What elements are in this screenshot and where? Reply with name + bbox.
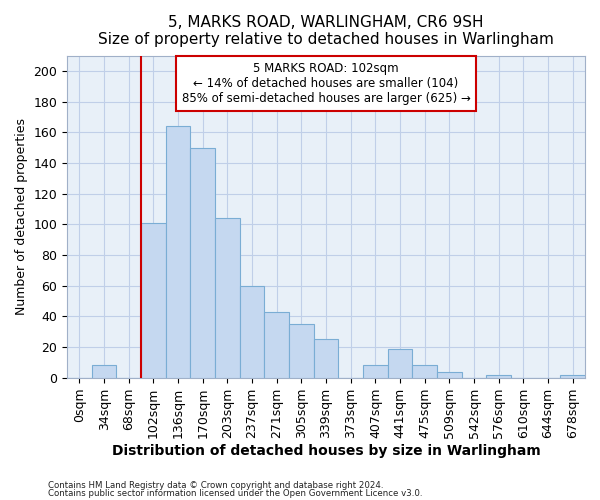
X-axis label: Distribution of detached houses by size in Warlingham: Distribution of detached houses by size … [112, 444, 541, 458]
Bar [388, 348, 412, 378]
Bar [412, 366, 437, 378]
Bar [265, 312, 289, 378]
Text: Contains HM Land Registry data © Crown copyright and database right 2024.: Contains HM Land Registry data © Crown c… [48, 480, 383, 490]
Bar [166, 126, 190, 378]
Bar [314, 340, 338, 378]
Bar [289, 324, 314, 378]
Title: 5, MARKS ROAD, WARLINGHAM, CR6 9SH
Size of property relative to detached houses : 5, MARKS ROAD, WARLINGHAM, CR6 9SH Size … [98, 15, 554, 48]
Text: Contains public sector information licensed under the Open Government Licence v3: Contains public sector information licen… [48, 490, 422, 498]
Text: 5 MARKS ROAD: 102sqm
← 14% of detached houses are smaller (104)
85% of semi-deta: 5 MARKS ROAD: 102sqm ← 14% of detached h… [182, 62, 470, 105]
Y-axis label: Number of detached properties: Number of detached properties [15, 118, 28, 315]
Bar [92, 366, 116, 378]
Bar [190, 148, 215, 378]
Bar [487, 374, 511, 378]
Bar [215, 218, 240, 378]
Bar [141, 223, 166, 378]
Bar [437, 372, 462, 378]
Bar [240, 286, 265, 378]
Bar [560, 374, 585, 378]
Bar [363, 366, 388, 378]
